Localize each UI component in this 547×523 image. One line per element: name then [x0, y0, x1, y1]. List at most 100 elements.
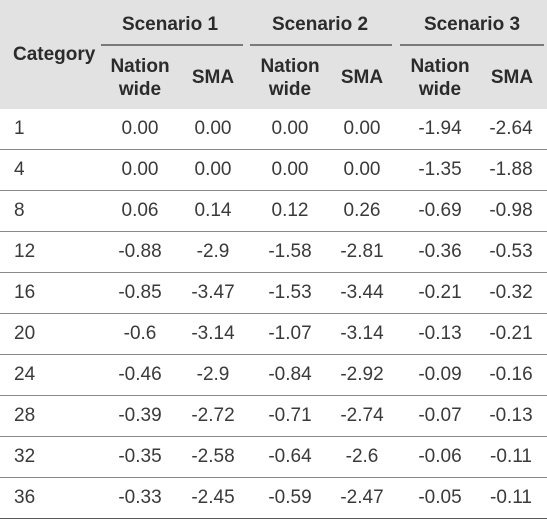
- table-row: 8 0.06 0.14 0.12 0.26 -0.69 -0.98: [0, 191, 547, 232]
- s2-nationwide-cell: -1.53: [268, 282, 312, 303]
- category-cell: 20: [14, 323, 36, 344]
- scenario-2-header: Scenario 2: [271, 14, 369, 35]
- s1-nationwide-cell: -0.6: [123, 323, 157, 344]
- s1-sma-cell: -2.9: [196, 241, 230, 262]
- s1-nationwide-cell: -0.88: [118, 241, 162, 262]
- s3-nationwide-cell: -0.05: [418, 487, 462, 508]
- s3-nationwide-cell: -0.09: [418, 364, 462, 385]
- s3-nationwide-cell: -0.21: [418, 282, 462, 303]
- table-row: 20 -0.6 -3.14 -1.07 -3.14 -0.13 -0.21: [0, 314, 547, 355]
- scenario-1-nationwide-header: Nation wide: [102, 55, 178, 101]
- s3-sma-cell: -0.11: [490, 446, 532, 467]
- s2-sma-cell: -2.74: [340, 405, 384, 426]
- table-row: 32 -0.35 -2.58 -0.64 -2.6 -0.06 -0.11: [0, 437, 547, 478]
- category-header: Category: [13, 44, 96, 65]
- s2-sma-cell: 0.26: [343, 200, 381, 221]
- s1-nationwide-cell: -0.39: [118, 405, 162, 426]
- s3-nationwide-cell: -0.69: [418, 200, 462, 221]
- nationwide-line2: wide: [268, 79, 312, 100]
- s3-sma-cell: -0.13: [489, 405, 533, 426]
- category-cell: 24: [14, 364, 36, 385]
- table-row: 4 0.00 0.00 0.00 0.00 -1.35 -1.88: [0, 150, 547, 191]
- s1-nationwide-cell: -0.46: [118, 364, 162, 385]
- s3-sma-cell: -0.32: [489, 282, 533, 303]
- s1-sma-cell: -3.47: [191, 282, 235, 303]
- table-row: 24 -0.46 -2.9 -0.84 -2.92 -0.09 -0.16: [0, 355, 547, 396]
- s1-sma-cell: -2.58: [191, 446, 235, 467]
- table-header: Category Scenario 1 Scenario 2 Scenario …: [0, 0, 547, 109]
- table-row: 28 -0.39 -2.72 -0.71 -2.74 -0.07 -0.13: [0, 396, 547, 437]
- s1-sma-cell: -2.72: [191, 405, 235, 426]
- s1-sma-cell: 0.00: [194, 118, 232, 139]
- category-cell: 16: [14, 282, 36, 303]
- s2-nationwide-cell: -0.59: [268, 487, 312, 508]
- s3-nationwide-cell: -1.35: [418, 159, 462, 180]
- scenario-1-header: Scenario 1: [121, 14, 219, 35]
- scenario-3-header: Scenario 3: [423, 14, 521, 35]
- table-body: 1 0.00 0.00 0.00 0.00 -1.94 -2.64 4 0.00 0.00 0.0…: [0, 109, 547, 519]
- s2-sma-cell: -2.6: [345, 446, 379, 467]
- s1-nationwide-cell: -0.33: [118, 487, 162, 508]
- category-cell: 36: [14, 487, 36, 508]
- table-row: 16 -0.85 -3.47 -1.53 -3.44 -0.21 -0.32: [0, 273, 547, 314]
- s2-sma-cell: 0.00: [343, 159, 381, 180]
- s3-sma-cell: -1.88: [489, 159, 533, 180]
- s3-nationwide-cell: -0.13: [418, 323, 462, 344]
- scenario-2-nationwide-header: Nation wide: [252, 55, 328, 101]
- nationwide-line1: Nation: [260, 56, 320, 77]
- s2-nationwide-cell: -1.58: [268, 241, 312, 262]
- s2-nationwide-cell: -0.64: [268, 446, 312, 467]
- s1-sma-cell: -2.9: [196, 364, 230, 385]
- category-cell: 4: [14, 159, 25, 180]
- nationwide-line2: wide: [118, 79, 162, 100]
- s1-sma-cell: 0.00: [194, 159, 232, 180]
- s3-sma-cell: -0.11: [490, 487, 532, 508]
- s1-nationwide-cell: 0.00: [121, 159, 159, 180]
- s3-sma-cell: -2.64: [489, 118, 533, 139]
- s3-nationwide-cell: -1.94: [418, 118, 462, 139]
- s2-sma-cell: -2.47: [340, 487, 384, 508]
- s3-sma-cell: -0.16: [489, 364, 533, 385]
- scenario-2-sma-header: SMA: [340, 67, 384, 88]
- category-cell: 1: [14, 118, 25, 139]
- s2-nationwide-cell: -0.71: [268, 405, 312, 426]
- table-row: 1 0.00 0.00 0.00 0.00 -1.94 -2.64: [0, 109, 547, 150]
- s2-sma-cell: -3.14: [340, 323, 384, 344]
- s3-sma-cell: -0.98: [489, 200, 533, 221]
- scenario-1-underline: [101, 44, 243, 46]
- s3-nationwide-cell: -0.07: [418, 405, 462, 426]
- scenario-2-underline: [250, 44, 392, 46]
- s1-sma-cell: -2.45: [191, 487, 235, 508]
- s1-nationwide-cell: -0.35: [118, 446, 162, 467]
- scenario-3-underline: [400, 44, 544, 46]
- s2-nationwide-cell: -1.07: [268, 323, 312, 344]
- nationwide-line2: wide: [418, 79, 462, 100]
- s2-nationwide-cell: 0.00: [271, 159, 309, 180]
- s1-sma-cell: 0.14: [194, 200, 232, 221]
- s2-sma-cell: 0.00: [343, 118, 381, 139]
- scenario-3-nationwide-header: Nation wide: [402, 55, 478, 101]
- category-cell: 32: [14, 446, 36, 467]
- category-cell: 12: [14, 241, 36, 262]
- table-row: 12 -0.88 -2.9 -1.58 -2.81 -0.36 -0.53: [0, 232, 547, 273]
- s3-nationwide-cell: -0.06: [418, 446, 462, 467]
- s3-sma-cell: -0.21: [489, 323, 533, 344]
- s1-sma-cell: -3.14: [191, 323, 235, 344]
- nationwide-line1: Nation: [110, 56, 170, 77]
- s2-nationwide-cell: 0.00: [271, 118, 309, 139]
- s1-nationwide-cell: 0.06: [121, 200, 159, 221]
- s2-nationwide-cell: -0.84: [268, 364, 312, 385]
- s1-nationwide-cell: -0.85: [118, 282, 162, 303]
- s2-sma-cell: -2.92: [340, 364, 384, 385]
- s3-sma-cell: -0.53: [489, 241, 533, 262]
- table-row: 36 -0.33 -2.45 -0.59 -2.47 -0.05 -0.11: [0, 478, 547, 519]
- s3-nationwide-cell: -0.36: [418, 241, 462, 262]
- category-cell: 28: [14, 405, 36, 426]
- scenario-3-sma-header: SMA: [490, 67, 534, 88]
- category-cell: 8: [14, 200, 25, 221]
- s2-nationwide-cell: 0.12: [271, 200, 309, 221]
- s2-sma-cell: -3.44: [340, 282, 384, 303]
- s1-nationwide-cell: 0.00: [121, 118, 159, 139]
- nationwide-line1: Nation: [410, 56, 470, 77]
